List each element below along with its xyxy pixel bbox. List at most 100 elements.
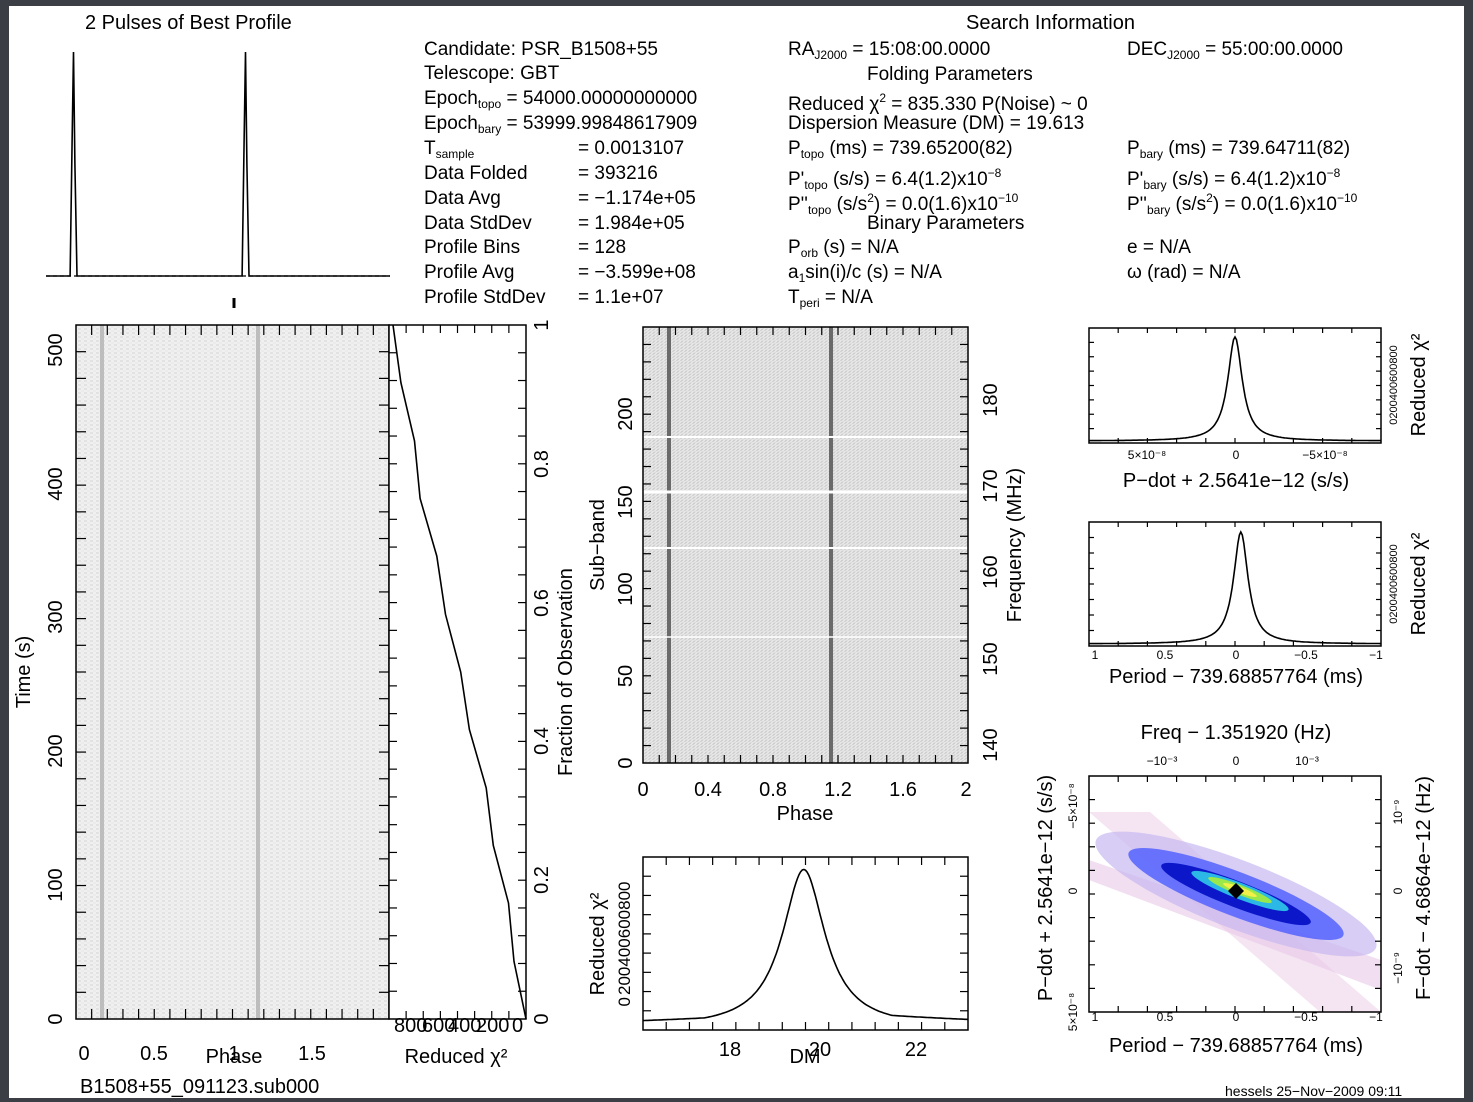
- frac-x-tick-4: 0: [512, 1015, 523, 1037]
- candidate-line: Candidate: PSR_B1508+55: [424, 39, 658, 60]
- p-topo-line: Ptopo (ms) = 739.65200(82): [788, 138, 1013, 161]
- pdot-chi2-frame: [1088, 327, 1382, 444]
- tp-x-tick-0: 0: [78, 1043, 89, 1065]
- sb-y2-tick-1: 150: [980, 642, 1002, 675]
- per-x-tick-3: −0.5: [1294, 648, 1318, 662]
- subband-image: [643, 327, 968, 763]
- ppd-y2-tick-1: 0: [1391, 887, 1405, 894]
- subband-ticks: [643, 327, 968, 763]
- dec-value: = 55:00:00.0000: [1199, 39, 1343, 60]
- a1-line: a1sin(i)/c (s) = N/A: [788, 262, 942, 285]
- pdot-x-tick-1: 0: [1233, 448, 1240, 462]
- pddot-bary-line: P''bary (s/s2) = 0.0(1.6)x10−10: [1127, 191, 1358, 217]
- frac-y-tick-2: 0.4: [531, 727, 553, 755]
- pdot-y-label: Reduced χ²: [1408, 333, 1430, 436]
- sb-x-tick-4: 1.6: [889, 779, 917, 801]
- period-chi2-curve: [1089, 530, 1381, 645]
- sb-x-tick-0: 0: [637, 779, 648, 801]
- pdot-x-tick-0: 5×10⁻⁸: [1128, 448, 1166, 462]
- per-x-tick-2: 0: [1233, 648, 1240, 662]
- profile-plot: [46, 51, 390, 308]
- sb-y-label: Sub−band: [587, 499, 609, 591]
- per-x-tick-0: 1: [1092, 648, 1099, 662]
- tp-y-tick-4: 400: [45, 467, 67, 500]
- profile-title: 2 Pulses of Best Profile: [85, 12, 292, 34]
- prof-std-label: Profile StdDev: [424, 287, 546, 308]
- ppd-x-tick-1: 0.5: [1157, 1010, 1174, 1024]
- frac-y-tick-3: 0.6: [531, 589, 553, 617]
- period-chi2-ticks: [1089, 522, 1381, 646]
- dm-x-tick-2: 22: [905, 1039, 927, 1061]
- frac-y-tick-5: 1: [531, 319, 553, 330]
- ppd-x2-tick-1: 0: [1233, 754, 1240, 768]
- pdot-chi2-curve: [1089, 335, 1381, 442]
- sb-y2-tick-4: 180: [980, 383, 1002, 416]
- p-bary-line: Pbary (ms) = 739.64711(82): [1127, 138, 1351, 161]
- porb-value: (s) = N/A: [818, 237, 899, 258]
- data-avg-value: = −1.174e+05: [578, 188, 696, 209]
- sb-y-tick-3: 150: [615, 485, 637, 518]
- ppd-x-tick-3: −0.5: [1294, 1010, 1318, 1024]
- profile-curve: [46, 51, 390, 277]
- prof-std-value: = 1.1e+07: [578, 287, 664, 308]
- t-sample-value: = 0.0013107: [578, 138, 685, 159]
- prof-bins-value: = 128: [578, 237, 627, 258]
- tperi-line: Tperi = N/A: [788, 287, 873, 310]
- ppd-x-tick-0: 1: [1092, 1010, 1099, 1024]
- porb-line: Porb (s) = N/A: [788, 237, 899, 260]
- sb-x-tick-2: 0.8: [759, 779, 787, 801]
- tp-x-tick-3: 1.5: [298, 1043, 326, 1065]
- chi2-fraction-plot: 800 600 400 200 0 Reduced χ² 0 0.2 0.4 0…: [388, 319, 577, 1068]
- ppd-x2-tick-0: −10⁻³: [1147, 754, 1178, 768]
- ppd-y-tick-0: 5×10⁻⁸: [1066, 993, 1080, 1031]
- pdot-topo-value: (s/s) = 6.4(1.2)x10: [827, 169, 988, 190]
- epoch-bary-value: = 53999.99848617909: [501, 113, 698, 134]
- pdot-x-label: P−dot + 2.5641e−12 (s/s): [1123, 470, 1349, 492]
- tp-x-tick-2: 1: [228, 1043, 239, 1065]
- right-frame: [1464, 0, 1473, 1102]
- top-frame: [0, 0, 1473, 6]
- data-avg-label: Data Avg: [424, 188, 501, 209]
- frac-y-label: Fraction of Observation: [555, 568, 577, 776]
- chi2-fraction-curve: [392, 324, 527, 1020]
- sb-y-tick-1: 50: [615, 665, 637, 687]
- pddot-bary-end: ) = 0.0(1.6)x10: [1212, 194, 1337, 215]
- binary-params-title: Binary Parameters: [867, 213, 1025, 234]
- sb-y2-tick-2: 160: [980, 555, 1002, 588]
- sb-y2-tick-0: 140: [980, 728, 1002, 761]
- sb-y-tick-4: 200: [615, 397, 637, 430]
- pdot-y-ticks-label: 0200400600800: [1388, 345, 1400, 425]
- time-phase-image: [76, 325, 389, 1019]
- dm-curve: [642, 868, 969, 1022]
- frac-y-tick-0: 0: [531, 1013, 553, 1024]
- p-pdot-plane: Freq − 1.351920 (Hz) −10⁻³ 0 10⁻³ 1 0.5 …: [1035, 722, 1435, 1057]
- prof-bins-label: Profile Bins: [424, 237, 521, 258]
- pddot-topo-value: (s/s: [831, 194, 868, 215]
- frac-x-tick-0: 800: [394, 1015, 427, 1037]
- per-x-tick-1: 0.5: [1157, 648, 1174, 662]
- frac-x-tick-2: 400: [448, 1015, 481, 1037]
- a1-value: sin(i)/c (s) = N/A: [805, 262, 942, 283]
- frac-x-tick-3: 200: [476, 1015, 509, 1037]
- pdot-topo-line: P'topo (s/s) = 6.4(1.2)x10−8: [788, 166, 1002, 192]
- dm-x-tick-0: 18: [719, 1039, 741, 1061]
- tp-y-tick-0: 0: [45, 1013, 67, 1024]
- telescope-line: Telescope: GBT: [424, 63, 560, 84]
- sb-x-tick-5: 2: [960, 779, 971, 801]
- dm-y-label: Reduced χ²: [587, 892, 609, 995]
- per-y-ticks-label: 0200400600800: [1388, 544, 1400, 624]
- pdot-x-tick-2: −5×10⁻⁸: [1302, 448, 1347, 462]
- ppd-top-title: Freq − 1.351920 (Hz): [1141, 722, 1332, 744]
- epoch-topo-line: Epochtopo = 54000.00000000000: [424, 88, 698, 111]
- reduced-chi-line: Reduced χ2 = 835.330 P(Noise) ~ 0: [788, 91, 1088, 115]
- pdot-chi2-plot: 5×10⁻⁸ 0 −5×10⁻⁸ P−dot + 2.5641e−12 (s/s…: [1088, 327, 1430, 492]
- tp-y-tick-5: 500: [45, 333, 67, 366]
- frac-x-tick-1: 600: [422, 1015, 455, 1037]
- prof-avg-label: Profile Avg: [424, 262, 515, 283]
- dm-ticks: [643, 857, 968, 1030]
- pdot-bary-line: P'bary (s/s) = 6.4(1.2)x10−8: [1127, 166, 1341, 192]
- sb-y2-label: Frequency (MHz): [1004, 468, 1026, 622]
- sb-x-tick-1: 0.4: [694, 779, 722, 801]
